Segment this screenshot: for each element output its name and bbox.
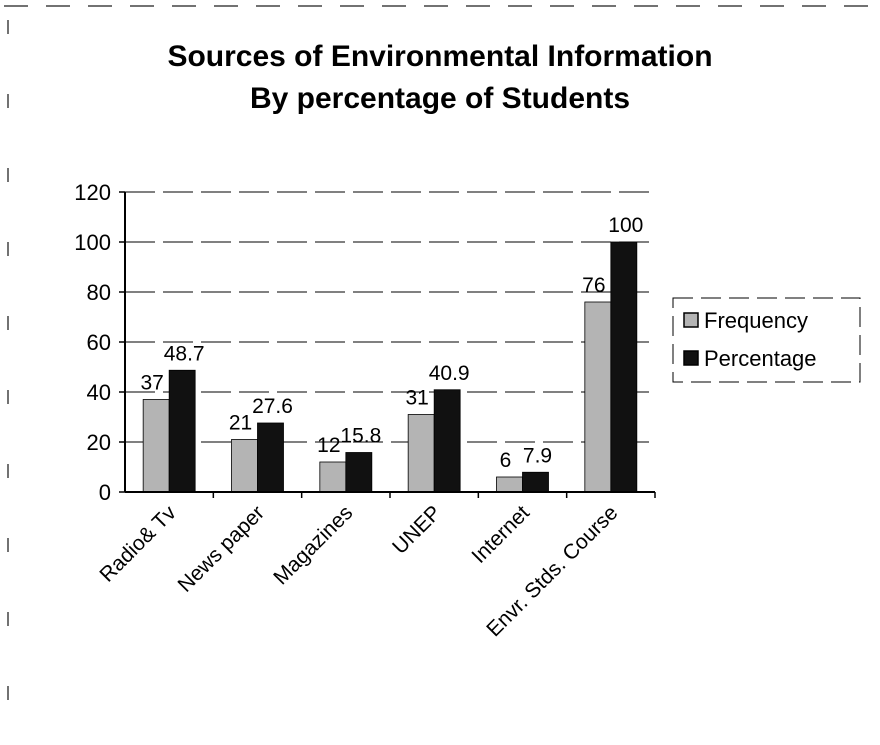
chart-title: Sources of Environmental Information: [167, 40, 712, 73]
y-tick-label: 120: [74, 180, 111, 205]
bar: [522, 471, 549, 493]
chart-subtitle: By percentage of Students: [250, 82, 630, 115]
y-tick-label: 0: [99, 480, 111, 505]
bar: [168, 369, 196, 493]
bar: [407, 414, 435, 493]
bar: [345, 452, 373, 493]
y-tick-label: 20: [87, 430, 111, 455]
legend-box: [672, 297, 861, 383]
bar: [319, 461, 347, 493]
data-label: 76: [582, 274, 605, 297]
x-tick-label: Radio& Tv: [95, 501, 181, 587]
data-label: 21: [229, 412, 252, 435]
data-label: 100: [608, 214, 643, 237]
data-label: 37: [140, 372, 163, 395]
data-label: 7.9: [523, 444, 552, 467]
y-tick-label: 40: [87, 380, 111, 405]
x-tick-label: Internet: [467, 501, 534, 568]
data-label: 12: [317, 434, 340, 457]
bar: [610, 241, 638, 493]
x-tick-label: Magazines: [269, 501, 357, 589]
data-label: 15.8: [340, 425, 381, 448]
bar: [584, 301, 612, 493]
x-tick-label: News paper: [174, 501, 270, 597]
y-tick-label: 60: [87, 330, 111, 355]
legend-label: Frequency: [704, 308, 808, 333]
data-label: 48.7: [164, 342, 205, 365]
bar: [142, 399, 170, 493]
data-label: 40.9: [429, 362, 470, 385]
bar: [231, 439, 258, 493]
bar: [433, 389, 461, 493]
x-tick-label: UNEP: [388, 501, 446, 559]
legend-swatch: [683, 312, 699, 328]
bar: [496, 476, 523, 493]
y-tick-label: 100: [74, 230, 111, 255]
legend-swatch: [683, 350, 699, 366]
y-tick-label: 80: [87, 280, 111, 305]
data-label: 31: [405, 387, 428, 410]
data-label: 6: [500, 449, 512, 472]
legend-label: Percentage: [704, 346, 817, 371]
data-label: 27.6: [252, 395, 293, 418]
bar: [257, 422, 284, 493]
